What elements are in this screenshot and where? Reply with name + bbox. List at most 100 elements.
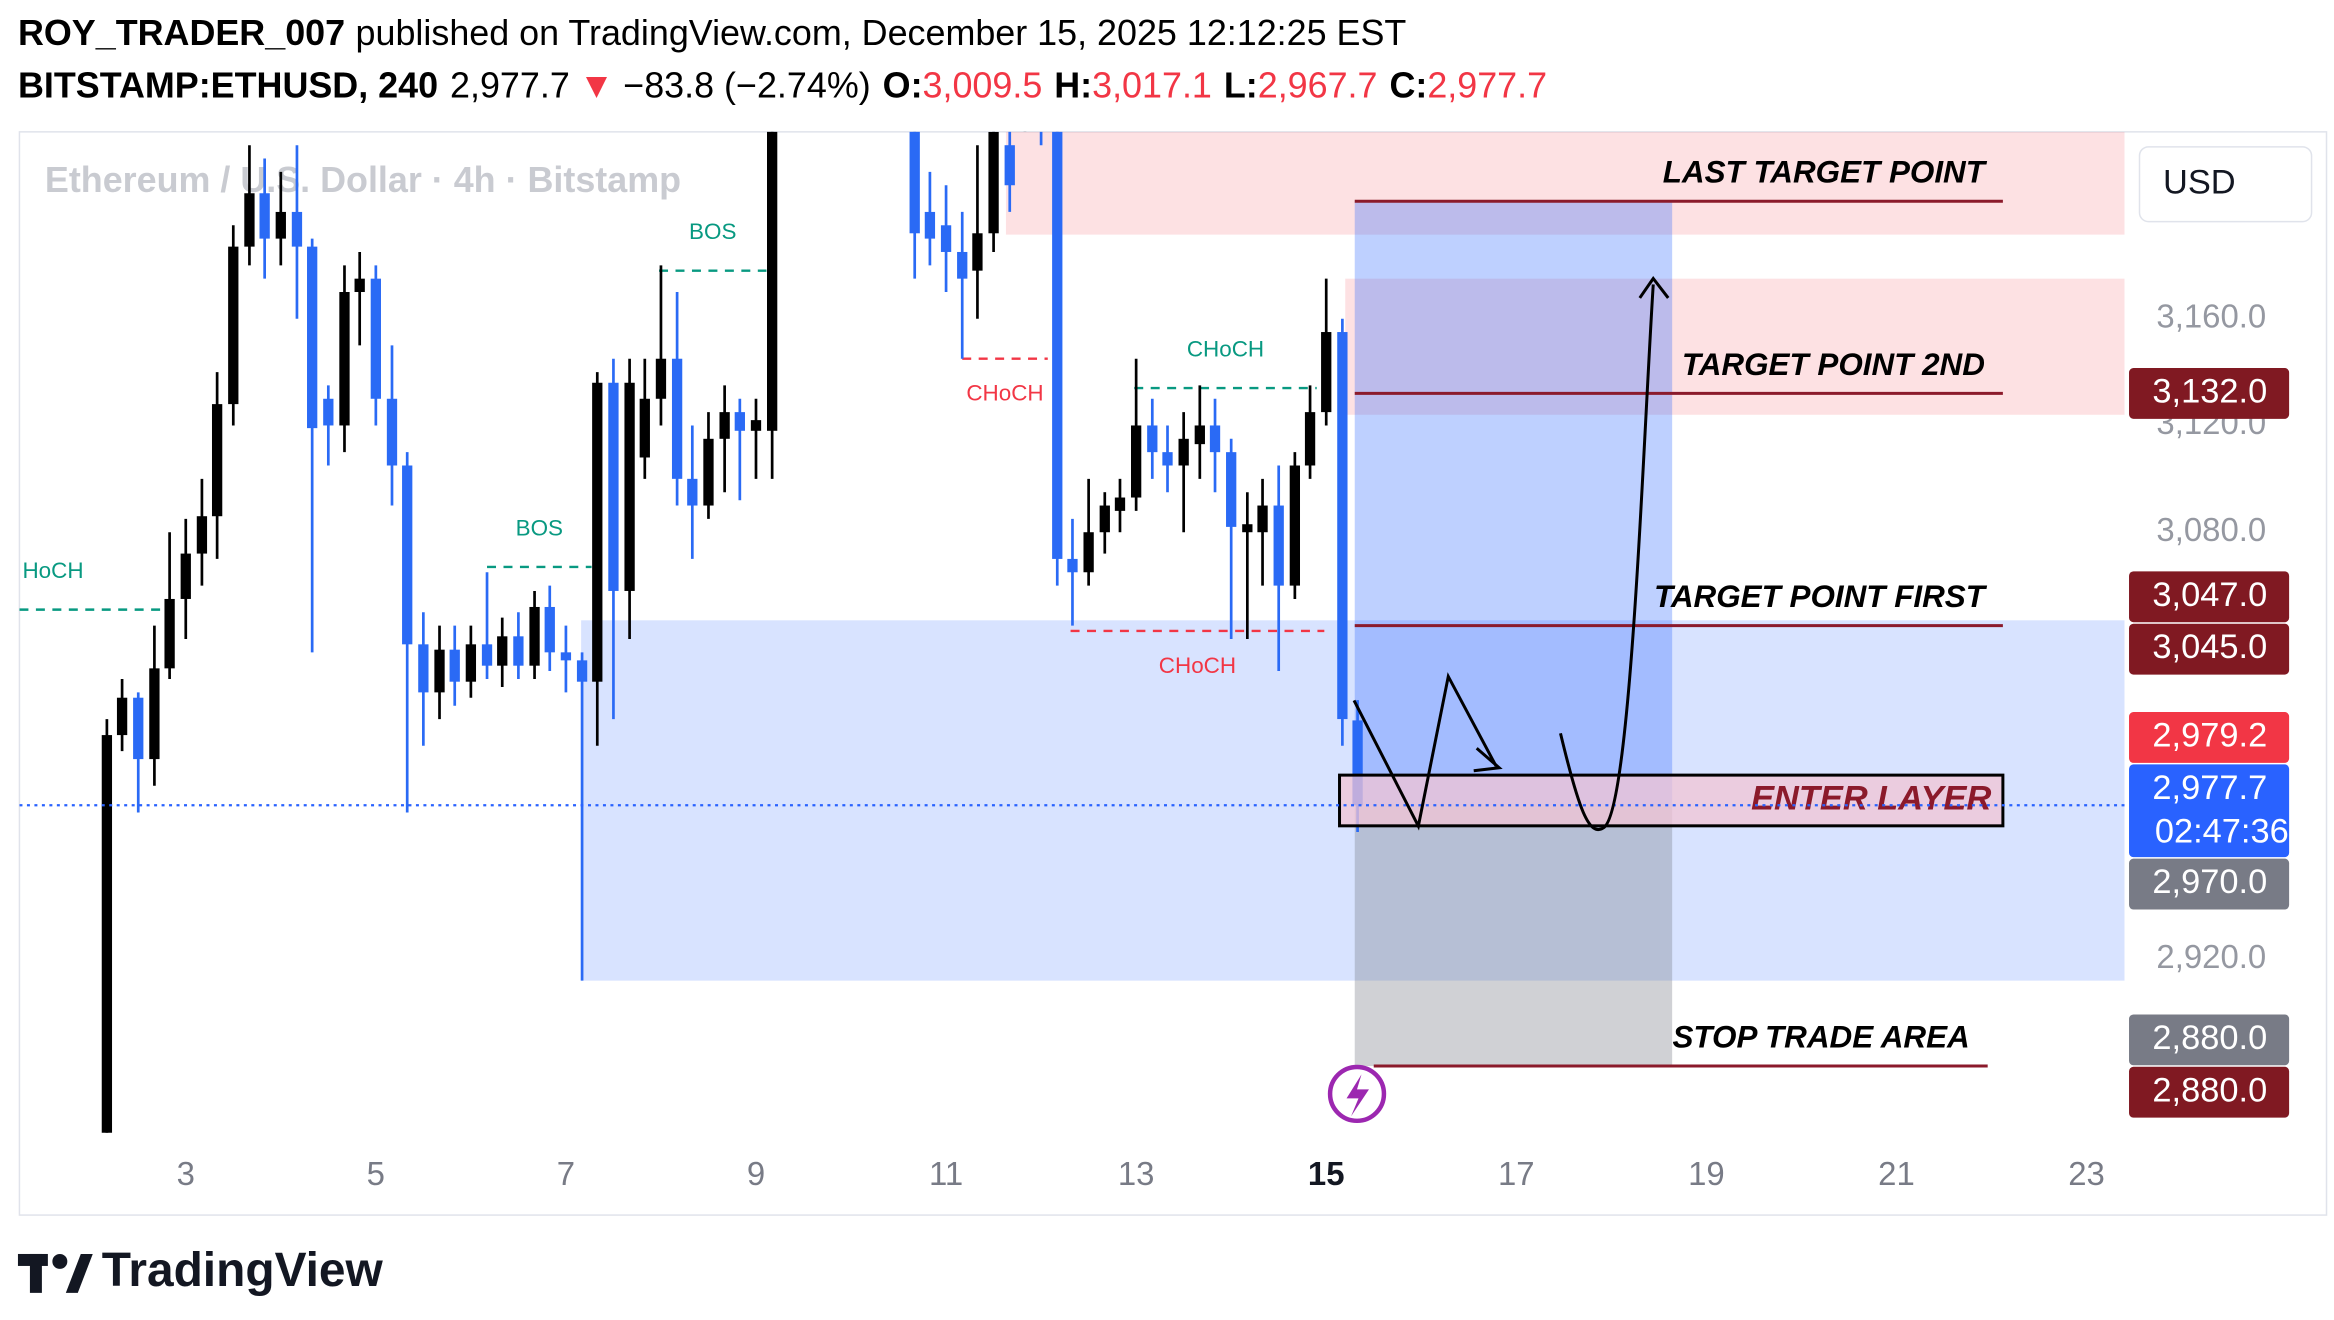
candle-body — [291, 211, 303, 247]
candle-body — [608, 382, 619, 591]
structure-label: BOS — [516, 515, 563, 540]
loss-area — [1354, 805, 1673, 1067]
header-line: ROY_TRADER_007 published on TradingView.c… — [18, 14, 1406, 54]
candle-body — [1099, 505, 1110, 533]
price-label: 2,979.2 — [2152, 717, 2267, 755]
candle-body — [592, 382, 603, 682]
price-label: 3,047.0 — [2152, 576, 2267, 614]
price-label-box — [2129, 1066, 2290, 1118]
candle-body — [1130, 425, 1142, 498]
x-tick-label: 13 — [1118, 1155, 1155, 1192]
candle-body — [924, 211, 936, 239]
candle-body — [244, 193, 255, 247]
candle-body — [750, 420, 762, 431]
candle-body — [1162, 452, 1173, 466]
candle-body — [560, 652, 572, 661]
change-arrow: ▼ — [579, 66, 615, 106]
candle-body — [988, 131, 999, 234]
alert-bolt — [1346, 1074, 1369, 1117]
candle-body — [909, 131, 920, 234]
candle-body — [719, 412, 730, 439]
candle-body — [196, 516, 208, 554]
target-label: TARGET POINT 2ND — [1682, 347, 1985, 382]
candle-body — [211, 404, 223, 517]
alert-icon — [1327, 1064, 1387, 1124]
candle-body — [655, 358, 667, 399]
price-label-box — [2129, 858, 2290, 910]
candle-body — [1257, 505, 1268, 533]
ohlc-key: O: — [883, 66, 923, 106]
price-label: 2,970.0 — [2152, 863, 2267, 901]
structure-label: CHoCH — [1159, 653, 1236, 678]
candle-body — [481, 644, 493, 666]
price-label: 2,880.0 — [2152, 1019, 2267, 1057]
x-tick-label: 19 — [1688, 1155, 1725, 1192]
candle-body — [275, 211, 286, 239]
candle-body — [1004, 145, 1015, 186]
sketch — [1352, 275, 1670, 831]
price-label-box — [2129, 623, 2290, 675]
candle-body — [386, 398, 398, 466]
y-tick-label: 2,920.0 — [2156, 938, 2266, 975]
candle-body — [1321, 332, 1332, 413]
ohlc-key: L: — [1224, 66, 1258, 106]
price-label: 2,977.7 — [2152, 769, 2267, 807]
price-label-box — [2129, 571, 2290, 623]
author: ROY_TRADER_007 — [18, 14, 345, 54]
candle-body — [671, 358, 683, 479]
x-tick-label: 21 — [1878, 1155, 1915, 1192]
price-label-box — [2129, 764, 2290, 858]
chart-frame — [18, 131, 2328, 1216]
candle-body — [1289, 465, 1301, 586]
candle-body — [1337, 332, 1348, 720]
published: published on TradingView.com, December 1… — [356, 14, 1407, 54]
price-label: 3,045.0 — [2152, 628, 2267, 666]
candle-body — [402, 465, 413, 645]
profit-area — [1354, 201, 1673, 806]
target-label: LAST TARGET POINT — [1663, 155, 1988, 190]
candle-body — [1178, 438, 1189, 466]
sketch-stroke — [1473, 747, 1503, 773]
ohlc-value: 3,017.1 — [1092, 66, 1212, 106]
candle-body — [957, 251, 968, 279]
brand: TradingView — [102, 1244, 384, 1297]
candle-body — [639, 398, 650, 458]
logo — [17, 1253, 93, 1293]
enter-layer-label: ENTER LAYER — [1751, 780, 1991, 818]
candle-body — [1114, 497, 1126, 511]
plot: HoCH BOS BOS CHoCH CHoCH CHoCH ENTER LAYER LAST… — [19, 131, 2125, 1133]
candle-body — [1273, 505, 1284, 586]
price-label: 3,132.0 — [2152, 373, 2267, 411]
enter-layer-box — [1338, 773, 2005, 828]
candle-body — [1226, 452, 1237, 527]
x-tick-label: 15 — [1308, 1155, 1345, 1192]
candle-body — [449, 649, 460, 682]
candle-body — [133, 697, 144, 760]
candle-body — [734, 412, 745, 431]
sketch-stroke — [1559, 284, 1655, 831]
symbol: BITSTAMP:ETHUSD, 240 — [18, 66, 438, 106]
countdown: 02:47:36 — [2155, 812, 2289, 850]
candle-body — [1067, 558, 1078, 573]
candle-body — [940, 225, 952, 252]
ohlc-key: C: — [1389, 66, 1427, 106]
candle-body — [434, 649, 445, 693]
watermark: Ethereum / U.S. Dollar · 4h · Bitstamp — [45, 160, 681, 200]
price-axis: 3,160.03,120.03,080.02,920.03,132.03,047… — [2129, 297, 2290, 1118]
candle-body — [1052, 131, 1063, 559]
candle-body — [1352, 720, 1363, 806]
structure-label: CHoCH — [1187, 337, 1264, 362]
candle-body — [529, 606, 540, 666]
symbol-line: BITSTAMP:ETHUSD, 240 2,977.7 ▼ −83.8 (−2.74… — [18, 66, 1547, 106]
price-labels: 3,132.0 3,047.0 3,045.0 2,979.2 2,977.7 02:47… — [2129, 367, 2290, 1118]
candle-body — [513, 636, 524, 666]
candle-body — [418, 644, 429, 693]
candle-body — [116, 697, 128, 736]
candle-body — [228, 246, 239, 405]
ohlc-value: 2,967.7 — [1258, 66, 1378, 106]
candle-body — [767, 131, 778, 431]
price-label-box — [2129, 712, 2290, 763]
currency-button[interactable] — [2138, 146, 2313, 223]
